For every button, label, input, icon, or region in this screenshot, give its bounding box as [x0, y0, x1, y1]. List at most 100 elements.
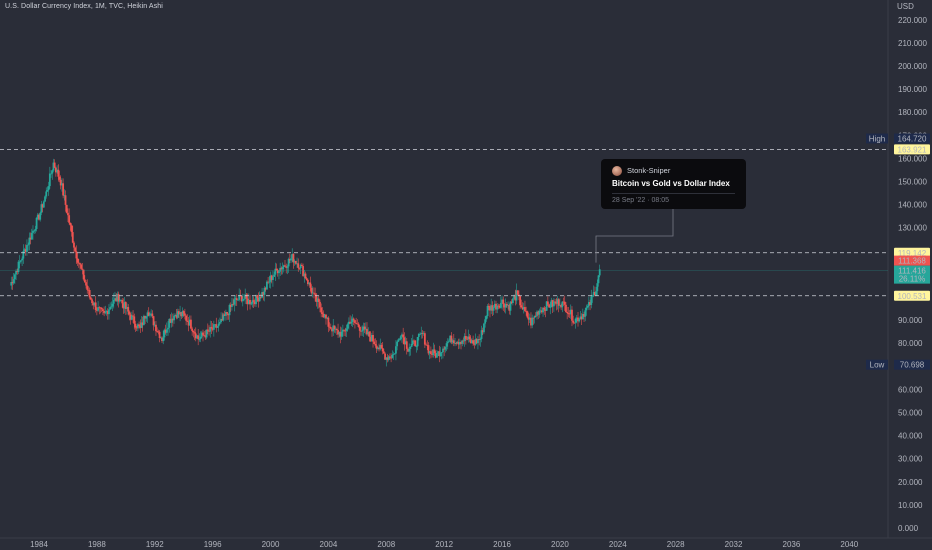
- candle-body: [76, 258, 79, 263]
- candle-body: [15, 270, 17, 275]
- candle-body: [211, 328, 214, 330]
- candle-body: [79, 263, 81, 265]
- candle-body: [316, 298, 319, 302]
- candle-body: [267, 281, 270, 283]
- idea-divider: [612, 193, 735, 194]
- candle-body: [426, 344, 429, 346]
- chart-title: U.S. Dollar Currency Index, 1M, TVC, Hei…: [5, 3, 163, 10]
- candle-body: [463, 336, 466, 342]
- y-tick-label: 200.000: [898, 62, 927, 71]
- y-tick-label: 160.000: [898, 154, 927, 163]
- candle-body: [352, 318, 355, 321]
- candle-body: [124, 302, 127, 309]
- candle-body: [293, 260, 296, 263]
- candle-body: [39, 212, 42, 220]
- candle-body: [30, 232, 33, 240]
- candle-body: [304, 273, 307, 279]
- candle-body: [209, 327, 212, 332]
- candle-body: [132, 315, 134, 317]
- candle-body: [296, 263, 298, 265]
- candle-body: [551, 300, 554, 307]
- candle-body: [326, 317, 329, 319]
- candle-body: [492, 307, 495, 311]
- candle-body: [149, 313, 151, 316]
- y-tick-label: 30.000: [898, 455, 923, 464]
- level-label: 119.142: [898, 249, 927, 258]
- candle-body: [117, 293, 120, 302]
- candle-body: [35, 217, 38, 229]
- candle-body: [428, 351, 431, 354]
- candle-body: [12, 279, 15, 284]
- candle-body: [221, 318, 224, 321]
- candle-body: [480, 330, 483, 339]
- candle-body: [519, 296, 522, 306]
- idea-title[interactable]: Bitcoin vs Gold vs Dollar Index: [612, 179, 730, 188]
- candle-body: [282, 265, 285, 268]
- candle-body: [555, 301, 558, 304]
- candle-body: [257, 298, 260, 302]
- candle-body: [456, 342, 459, 344]
- candle-body: [234, 298, 237, 300]
- candle-body: [182, 311, 185, 314]
- candle-body: [580, 316, 583, 320]
- candle-body: [174, 315, 177, 316]
- candle-body: [11, 282, 14, 284]
- candle-body: [425, 344, 427, 346]
- candle-body: [560, 305, 563, 308]
- x-tick-label: 2016: [493, 540, 511, 549]
- candle-body: [16, 270, 19, 273]
- idea-card[interactable]: Stonk-Sniper Bitcoin vs Gold vs Dollar I…: [601, 159, 746, 209]
- candle-body: [99, 307, 102, 309]
- candle-body: [163, 329, 166, 338]
- candle-body: [531, 317, 534, 326]
- candle-body: [443, 348, 446, 350]
- x-tick-label: 1988: [88, 540, 106, 549]
- candle-body: [255, 295, 257, 305]
- candle-body: [135, 327, 138, 329]
- candle-body: [218, 322, 221, 324]
- candle-body: [591, 295, 594, 297]
- candle-body: [122, 303, 125, 309]
- y-tick-label: 0.000: [898, 524, 919, 533]
- candle-body: [496, 305, 499, 310]
- candle-body: [177, 311, 180, 315]
- candle-body: [75, 251, 78, 259]
- candle-body: [514, 296, 517, 301]
- candle-body: [157, 331, 160, 333]
- candle-body: [556, 299, 559, 304]
- candle-body: [54, 167, 57, 173]
- candle-body: [100, 307, 103, 310]
- candle-body: [292, 254, 295, 263]
- candle-body: [204, 335, 207, 338]
- candle-body: [56, 169, 58, 173]
- candle-body: [108, 309, 110, 315]
- candle-body: [354, 320, 356, 323]
- candle-body: [10, 282, 13, 286]
- candle-body: [237, 299, 239, 301]
- candle-body: [50, 173, 52, 175]
- y-tick-label: 50.000: [898, 409, 923, 418]
- candle-body: [217, 323, 220, 327]
- x-tick-label: 2004: [320, 540, 338, 549]
- candle-body: [310, 287, 313, 294]
- candle-body: [197, 335, 200, 340]
- candle-body: [391, 354, 394, 358]
- candle-body: [507, 305, 509, 306]
- y-unit-label: USD: [897, 2, 914, 11]
- candle-body: [288, 258, 291, 261]
- candle-body: [175, 315, 178, 318]
- candle-body: [332, 325, 335, 332]
- last-price-change: 26.11%: [899, 275, 926, 284]
- candle-body: [395, 346, 397, 354]
- candle-body: [226, 312, 229, 314]
- candle-body: [404, 341, 407, 345]
- candle-body: [508, 305, 511, 311]
- candle-body: [285, 266, 288, 268]
- candle-body: [567, 313, 570, 314]
- candle-body: [68, 215, 71, 223]
- candle-body: [438, 351, 441, 357]
- x-tick-label: 2040: [840, 540, 858, 549]
- level-label: 163.921: [898, 145, 927, 154]
- author-avatar: [612, 166, 622, 176]
